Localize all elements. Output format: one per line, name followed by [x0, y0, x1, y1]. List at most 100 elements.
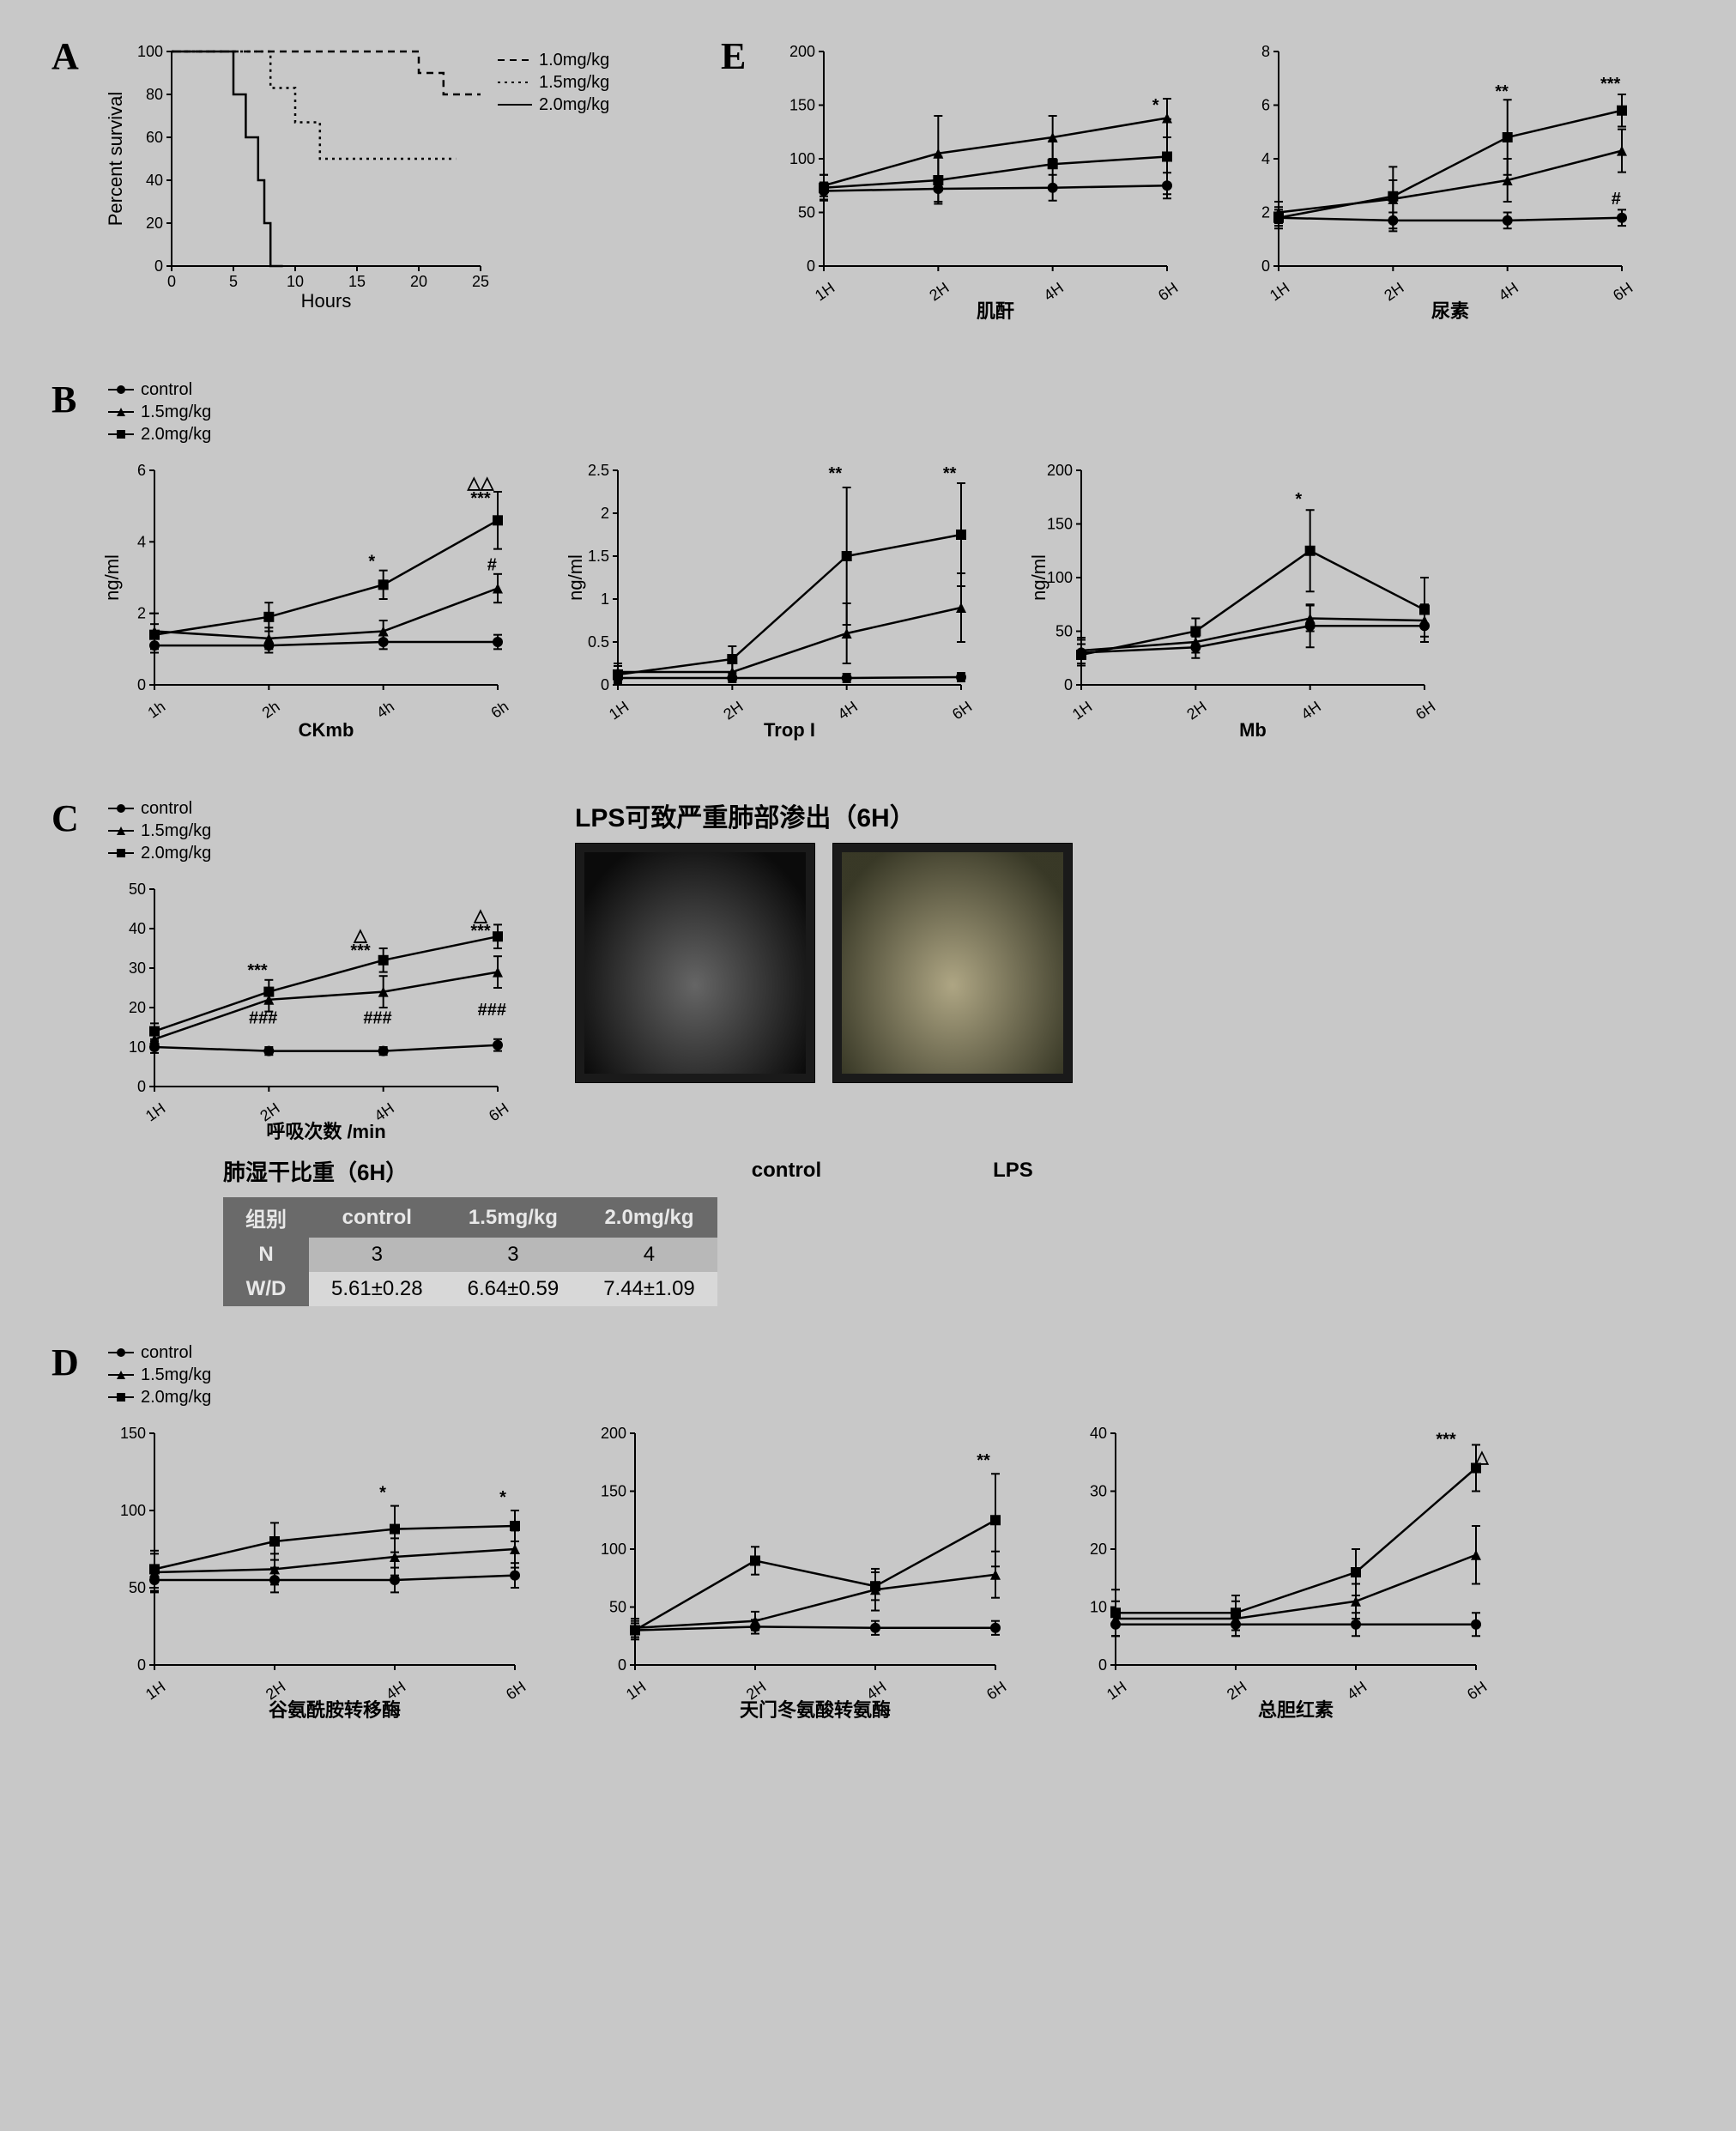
svg-text:2h: 2h	[259, 698, 283, 722]
svg-text:1H: 1H	[812, 279, 838, 305]
svg-text:50: 50	[609, 1599, 626, 1616]
svg-text:**: **	[977, 1451, 990, 1470]
table-cell: 3	[309, 1238, 445, 1272]
svg-text:#: #	[487, 556, 497, 575]
panel-a-label: A	[51, 35, 79, 77]
svg-text:2.0mg/kg: 2.0mg/kg	[141, 1388, 211, 1407]
svg-text:2H: 2H	[1381, 279, 1406, 305]
svg-text:40: 40	[129, 920, 146, 937]
table-header: 2.0mg/kg	[581, 1197, 717, 1238]
svg-text:6H: 6H	[1610, 279, 1636, 305]
table-header: 1.5mg/kg	[445, 1197, 582, 1238]
svg-text:0: 0	[137, 1656, 146, 1674]
svg-text:△: △	[1474, 1448, 1489, 1467]
svg-text:ng/ml: ng/ml	[103, 554, 123, 601]
svg-text:2H: 2H	[1183, 698, 1209, 723]
svg-text:60: 60	[146, 129, 163, 146]
panel-d-label: D	[51, 1341, 79, 1383]
svg-text:6H: 6H	[486, 1099, 511, 1125]
svg-text:1H: 1H	[1104, 1678, 1129, 1704]
svg-text:***: ***	[470, 922, 491, 941]
table-header: control	[309, 1197, 445, 1238]
svg-text:20: 20	[146, 215, 163, 232]
svg-text:20: 20	[410, 273, 427, 290]
svg-text:1H: 1H	[623, 1678, 649, 1704]
svg-text:1.0mg/kg: 1.0mg/kg	[539, 51, 609, 70]
svg-text:0: 0	[601, 676, 609, 693]
svg-text:40: 40	[1090, 1425, 1107, 1442]
svg-text:100: 100	[137, 43, 163, 60]
svg-text:4H: 4H	[1041, 279, 1067, 305]
svg-text:1.5mg/kg: 1.5mg/kg	[141, 821, 211, 840]
svg-text:***: ***	[1436, 1431, 1456, 1450]
svg-text:*: *	[368, 553, 375, 572]
svg-text:###: ###	[249, 1008, 277, 1027]
svg-text:10: 10	[287, 273, 304, 290]
svg-text:control: control	[141, 799, 192, 818]
svg-text:0: 0	[1098, 1656, 1107, 1674]
svg-text:6: 6	[1261, 97, 1270, 114]
svg-text:0: 0	[137, 676, 146, 693]
panel-c-legend: control1.5mg/kg2.0mg/kg	[103, 796, 515, 872]
svg-text:CKmb: CKmb	[299, 719, 354, 741]
svg-text:天门冬氨酸转氨酶: 天门冬氨酸转氨酶	[740, 1699, 891, 1721]
panel-e-charts: 0501001502001H2H4H6H*肌酐024681H2H4H6H****…	[772, 34, 1639, 326]
svg-text:6H: 6H	[1155, 279, 1181, 305]
svg-text:150: 150	[1047, 516, 1073, 533]
xray-label-lps: LPS	[993, 1159, 1033, 1183]
svg-text:Trop I: Trop I	[764, 719, 815, 741]
svg-text:50: 50	[129, 1579, 146, 1596]
svg-text:1H: 1H	[142, 1678, 168, 1704]
svg-text:Hours: Hours	[301, 290, 352, 312]
svg-text:6h: 6h	[487, 698, 511, 722]
svg-text:6H: 6H	[1464, 1678, 1490, 1704]
svg-text:**: **	[1495, 82, 1509, 101]
svg-text:*: *	[1152, 96, 1159, 115]
svg-text:4h: 4h	[373, 698, 397, 722]
svg-text:5: 5	[229, 273, 238, 290]
svg-text:1H: 1H	[1267, 279, 1292, 305]
svg-text:ng/ml: ng/ml	[566, 554, 586, 601]
svg-text:**: **	[943, 464, 957, 483]
svg-text:100: 100	[120, 1502, 146, 1519]
svg-text:0: 0	[807, 257, 815, 275]
svg-text:150: 150	[601, 1483, 626, 1500]
svg-text:8: 8	[1261, 43, 1270, 60]
svg-text:100: 100	[1047, 569, 1073, 586]
svg-text:1h: 1h	[144, 698, 168, 722]
svg-text:6: 6	[137, 462, 146, 479]
panel-c-label: C	[51, 797, 79, 839]
svg-text:2: 2	[1261, 204, 1270, 221]
wd-table: 组别control1.5mg/kg2.0mg/kg N334 W/D5.61±0…	[223, 1197, 717, 1306]
svg-text:*: *	[1295, 490, 1302, 509]
svg-text:80: 80	[146, 86, 163, 103]
table-cell: 7.44±1.09	[581, 1272, 717, 1306]
svg-text:1: 1	[601, 590, 609, 608]
svg-text:2H: 2H	[720, 698, 746, 723]
svg-text:30: 30	[129, 960, 146, 977]
svg-text:*: *	[379, 1484, 386, 1503]
panel-c-chart: 010203040501H2H4H6H***△***△***#########呼…	[103, 872, 515, 1147]
svg-text:***: ***	[1600, 75, 1621, 94]
svg-text:Mb: Mb	[1239, 719, 1267, 741]
table-title: 肺湿干比重（6H）	[223, 1155, 717, 1187]
svg-text:0.5: 0.5	[588, 633, 609, 651]
svg-text:20: 20	[1090, 1541, 1107, 1558]
svg-text:100: 100	[601, 1541, 626, 1558]
svg-text:200: 200	[601, 1425, 626, 1442]
panel-a-chart: 02040608010005101520251.0mg/kg1.5mg/kg2.…	[103, 34, 635, 318]
svg-text:呼吸次数 /min: 呼吸次数 /min	[266, 1121, 385, 1142]
svg-text:150: 150	[789, 97, 815, 114]
svg-text:4H: 4H	[1298, 698, 1324, 723]
table-rowhead: W/D	[223, 1272, 309, 1306]
svg-text:***: ***	[470, 489, 491, 508]
svg-text:1H: 1H	[606, 698, 632, 723]
table-cell: 4	[581, 1238, 717, 1272]
svg-text:肌酐: 肌酐	[977, 300, 1014, 322]
table-header: 组别	[223, 1197, 309, 1238]
panel-b-label: B	[51, 378, 76, 421]
svg-text:0: 0	[1261, 257, 1270, 275]
svg-text:50: 50	[129, 881, 146, 898]
panel-d-charts: 0501001501H2H4H6H**谷氨酰胺转移酶0501001502001H…	[103, 1416, 1493, 1725]
svg-text:总胆红素: 总胆红素	[1258, 1699, 1334, 1721]
